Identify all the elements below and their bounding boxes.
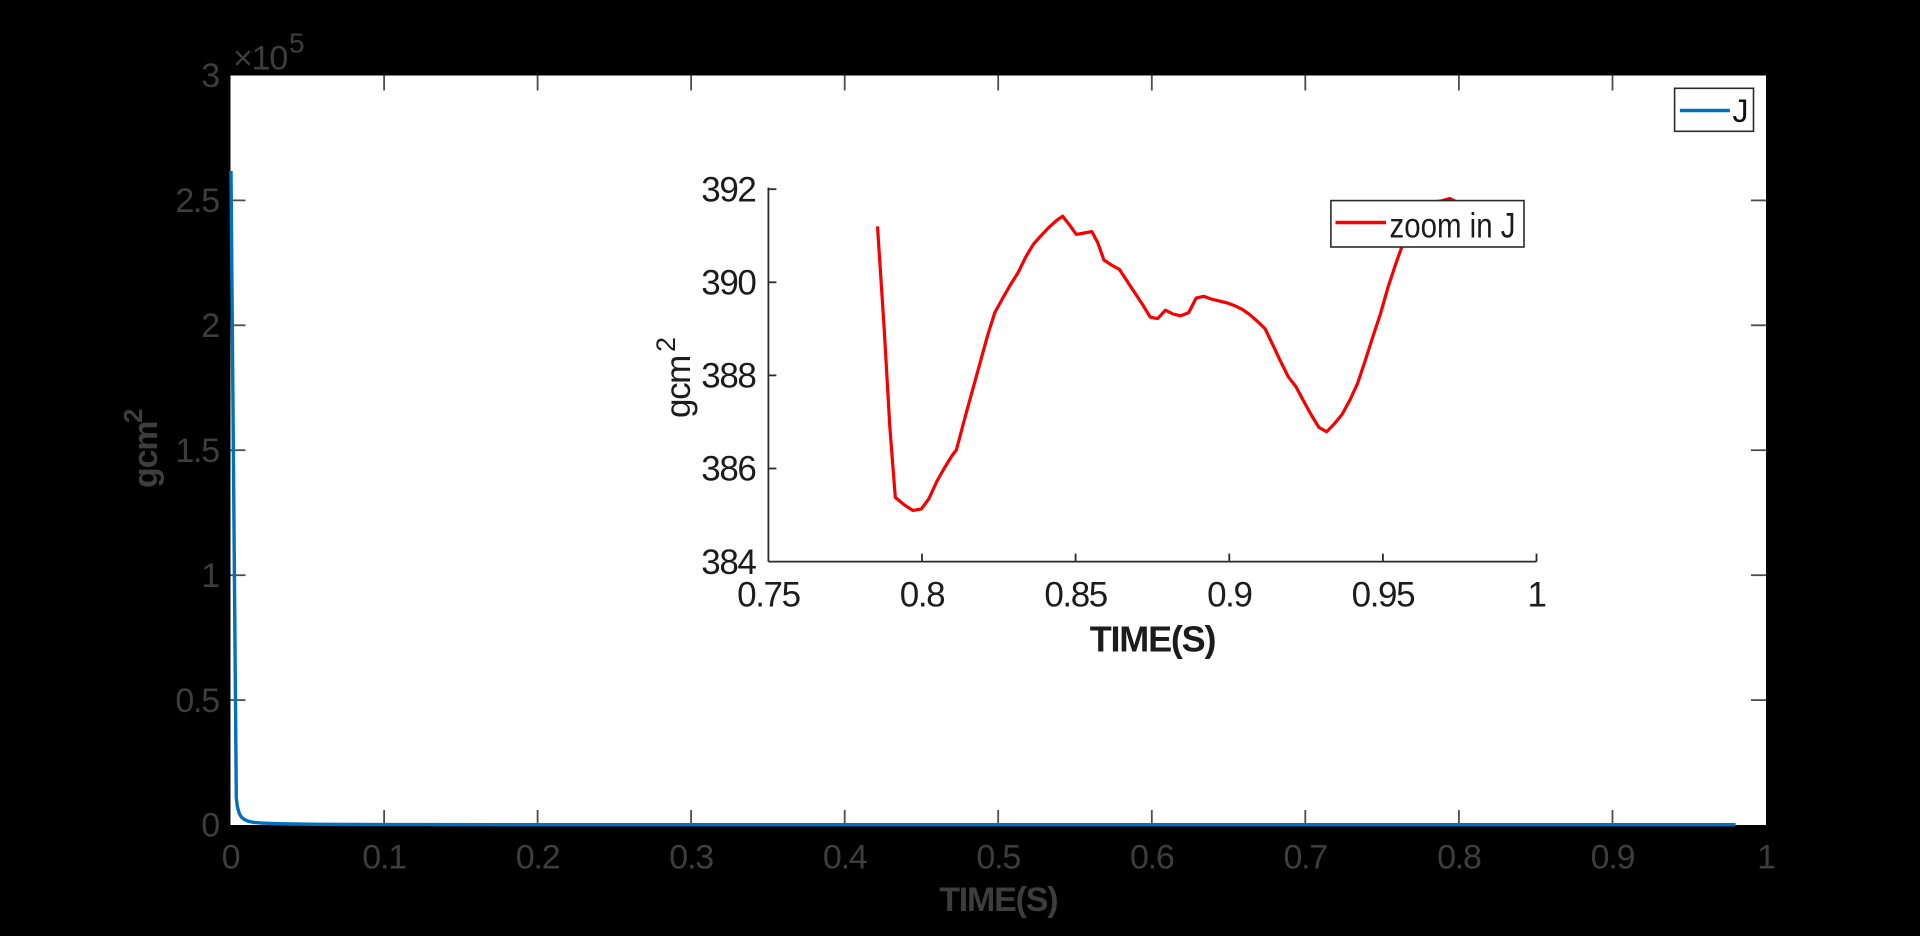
svg-text:0.5: 0.5 [175, 682, 219, 720]
svg-text:0.2: 0.2 [516, 839, 560, 877]
svg-text:0: 0 [201, 807, 219, 845]
svg-text:390: 390 [701, 264, 756, 303]
svg-text:3: 3 [201, 57, 219, 95]
svg-text:0.85: 0.85 [1044, 576, 1107, 615]
svg-text:TIME(S): TIME(S) [939, 881, 1057, 919]
svg-text:gcm: gcm [127, 422, 165, 488]
svg-text:zoom in J: zoom in J [1390, 207, 1516, 246]
svg-text:J: J [1733, 93, 1749, 129]
svg-text:0.7: 0.7 [1283, 839, 1327, 877]
svg-text:2: 2 [201, 307, 219, 345]
svg-text:2: 2 [118, 409, 148, 423]
svg-text:0.8: 0.8 [1437, 839, 1481, 877]
svg-text:2: 2 [651, 337, 681, 352]
svg-text:0.3: 0.3 [669, 839, 713, 877]
svg-text:2.5: 2.5 [175, 182, 219, 220]
svg-text:0.6: 0.6 [1130, 839, 1174, 877]
svg-text:×10: ×10 [233, 40, 287, 78]
svg-text:0.9: 0.9 [1207, 576, 1251, 615]
svg-text:1: 1 [1527, 576, 1545, 615]
svg-text:0: 0 [222, 839, 240, 877]
svg-text:0.1: 0.1 [362, 839, 406, 877]
svg-text:gcm: gcm [659, 356, 698, 418]
svg-text:1: 1 [201, 557, 219, 595]
svg-text:1.5: 1.5 [175, 432, 219, 470]
svg-text:0.5: 0.5 [976, 839, 1020, 877]
svg-text:0.95: 0.95 [1352, 576, 1415, 615]
svg-text:0.8: 0.8 [900, 576, 944, 615]
svg-text:TIME(S): TIME(S) [1090, 619, 1216, 660]
svg-text:0.4: 0.4 [823, 839, 867, 877]
svg-text:5: 5 [289, 28, 304, 59]
svg-text:384: 384 [701, 543, 756, 582]
svg-text:392: 392 [701, 170, 755, 209]
svg-text:388: 388 [701, 357, 755, 396]
svg-text:0.9: 0.9 [1591, 839, 1635, 877]
svg-text:386: 386 [701, 450, 755, 489]
svg-text:0.75: 0.75 [737, 576, 800, 615]
svg-text:1: 1 [1757, 839, 1775, 877]
